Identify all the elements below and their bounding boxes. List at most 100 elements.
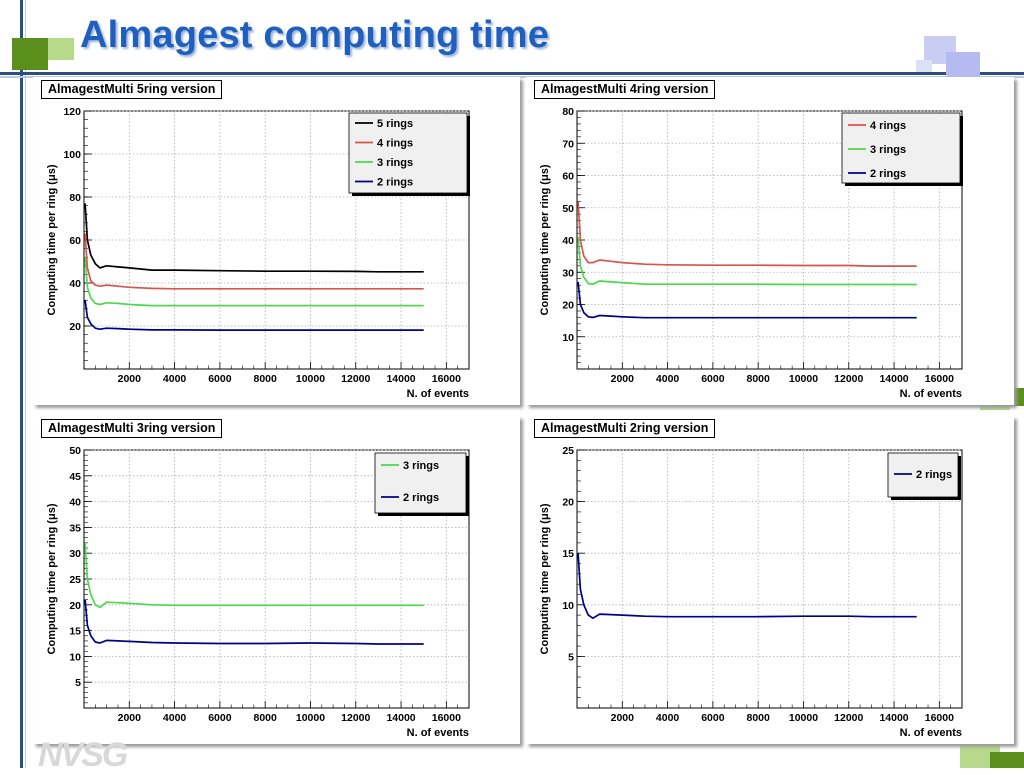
chart-title: AlmagestMulti 3ring version	[41, 419, 223, 438]
x-axis-label: N. of events	[407, 388, 469, 400]
y-tick-label: 15	[562, 548, 574, 560]
legend-box	[887, 452, 959, 498]
decor-square-br-4	[990, 752, 1024, 768]
x-tick-label: 8000	[253, 712, 277, 724]
y-axis-label: Computing time per ring (μs)	[46, 503, 58, 654]
x-axis-label: N. of events	[900, 388, 962, 400]
x-tick-label: 2000	[611, 373, 635, 385]
y-tick-label: 20	[562, 497, 574, 509]
series-line-3-rings	[84, 542, 424, 609]
x-tick-label: 12000	[834, 373, 863, 385]
x-tick-label: 8000	[746, 373, 770, 385]
y-axis-label: Computing time per ring (μs)	[46, 164, 58, 315]
x-tick-label: 16000	[432, 712, 461, 724]
chart-title: AlmagestMulti 4ring version	[534, 80, 716, 99]
x-tick-label: 16000	[432, 373, 461, 385]
x-tick-label: 10000	[789, 712, 818, 724]
decor-square-purple-3	[916, 60, 932, 72]
y-tick-label: 60	[69, 235, 81, 247]
x-tick-label: 14000	[386, 373, 415, 385]
chart-panel-4ring: 2000 4000 6000 8000 10000 12000 14000 16000 10 20…	[526, 77, 1014, 405]
x-tick-label: 12000	[834, 712, 863, 724]
legend-label: 2 rings	[377, 177, 413, 189]
chart-panel-2ring: 2000 4000 6000 8000 10000 12000 14000 16000 5 10 1…	[526, 416, 1014, 744]
y-tick-label: 5	[75, 677, 81, 689]
x-tick-label: 16000	[925, 373, 954, 385]
y-tick-label: 60	[562, 171, 574, 183]
chart-3ring: 2000 4000 6000 8000 10000 12000 14000 16000 5 10 1…	[46, 445, 470, 739]
y-tick-label: 20	[562, 300, 574, 312]
legend-label: 3 rings	[870, 144, 906, 156]
y-tick-label: 10	[562, 600, 574, 612]
legend-label: 5 rings	[377, 118, 413, 130]
x-tick-label: 6000	[208, 373, 232, 385]
y-tick-label: 40	[562, 235, 574, 247]
legend-label: 3 rings	[377, 157, 413, 169]
chart-4ring: 2000 4000 6000 8000 10000 12000 14000 16000 10 20…	[539, 106, 963, 400]
left-accent-line	[25, 0, 26, 768]
series-line-3-rings	[577, 236, 917, 286]
x-tick-label: 2000	[611, 712, 635, 724]
x-tick-label: 14000	[879, 712, 908, 724]
decor-square-purple-2	[946, 52, 980, 78]
x-tick-label: 4000	[163, 712, 187, 724]
x-tick-label: 12000	[341, 712, 370, 724]
y-tick-label: 70	[562, 138, 574, 150]
y-tick-label: 20	[69, 321, 81, 333]
series-line-2-rings	[84, 300, 424, 331]
x-axis-label: N. of events	[900, 727, 962, 739]
y-tick-label: 40	[69, 278, 81, 290]
y-tick-label: 20	[69, 600, 81, 612]
chart-panel-3ring: 2000 4000 6000 8000 10000 12000 14000 16000 5 10 1…	[33, 416, 520, 744]
legend-box	[348, 112, 468, 194]
series-line-4-rings	[577, 201, 917, 267]
x-tick-label: 4000	[656, 712, 680, 724]
y-tick-label: 35	[69, 522, 81, 534]
x-tick-label: 10000	[296, 712, 325, 724]
legend-label: 2 rings	[916, 469, 952, 481]
chart-2ring: 2000 4000 6000 8000 10000 12000 14000 16000 5 10 1…	[539, 445, 963, 739]
x-tick-label: 4000	[656, 373, 680, 385]
chart-title: AlmagestMulti 5ring version	[41, 80, 223, 99]
series-line-5-rings	[84, 203, 424, 273]
x-tick-label: 8000	[253, 373, 277, 385]
series-line-2-rings	[577, 281, 917, 319]
chart-5ring: 2000 4000 6000 8000 10000 12000 14000 16000 20 40…	[46, 106, 470, 400]
x-axis-label: N. of events	[407, 727, 469, 739]
series-line-4-rings	[84, 233, 424, 290]
legend-label: 2 rings	[403, 492, 439, 504]
y-tick-label: 45	[69, 471, 81, 483]
y-axis-label: Computing time per ring (μs)	[539, 164, 551, 315]
decor-square-lightgreen	[48, 38, 74, 60]
page-title: Almagest computing time	[80, 14, 550, 56]
legend-label: 3 rings	[403, 460, 439, 472]
left-accent-bar	[20, 0, 23, 768]
legend-box	[374, 452, 467, 514]
y-tick-label: 120	[63, 106, 81, 118]
x-tick-label: 4000	[163, 373, 187, 385]
y-tick-label: 25	[69, 574, 81, 586]
y-tick-label: 80	[562, 106, 574, 118]
y-tick-label: 100	[63, 149, 81, 161]
x-tick-label: 8000	[746, 712, 770, 724]
y-tick-label: 5	[568, 651, 574, 663]
legend-label: 4 rings	[870, 120, 906, 132]
series-line-2-rings	[84, 599, 424, 645]
y-tick-label: 25	[562, 445, 574, 457]
x-tick-label: 6000	[208, 712, 232, 724]
y-tick-label: 10	[562, 332, 574, 344]
header-rule	[0, 72, 1024, 75]
y-tick-label: 40	[69, 497, 81, 509]
y-tick-label: 30	[562, 267, 574, 279]
x-tick-label: 6000	[701, 373, 725, 385]
y-tick-label: 50	[562, 203, 574, 215]
series-line-3-rings	[84, 257, 424, 307]
legend-label: 2 rings	[870, 168, 906, 180]
legend-label: 4 rings	[377, 138, 413, 150]
decor-square-green	[12, 38, 48, 70]
x-tick-label: 2000	[118, 712, 142, 724]
y-tick-label: 50	[69, 445, 81, 457]
chart-title: AlmagestMulti 2ring version	[534, 419, 716, 438]
x-tick-label: 10000	[789, 373, 818, 385]
y-axis-label: Computing time per ring (μs)	[539, 503, 551, 654]
